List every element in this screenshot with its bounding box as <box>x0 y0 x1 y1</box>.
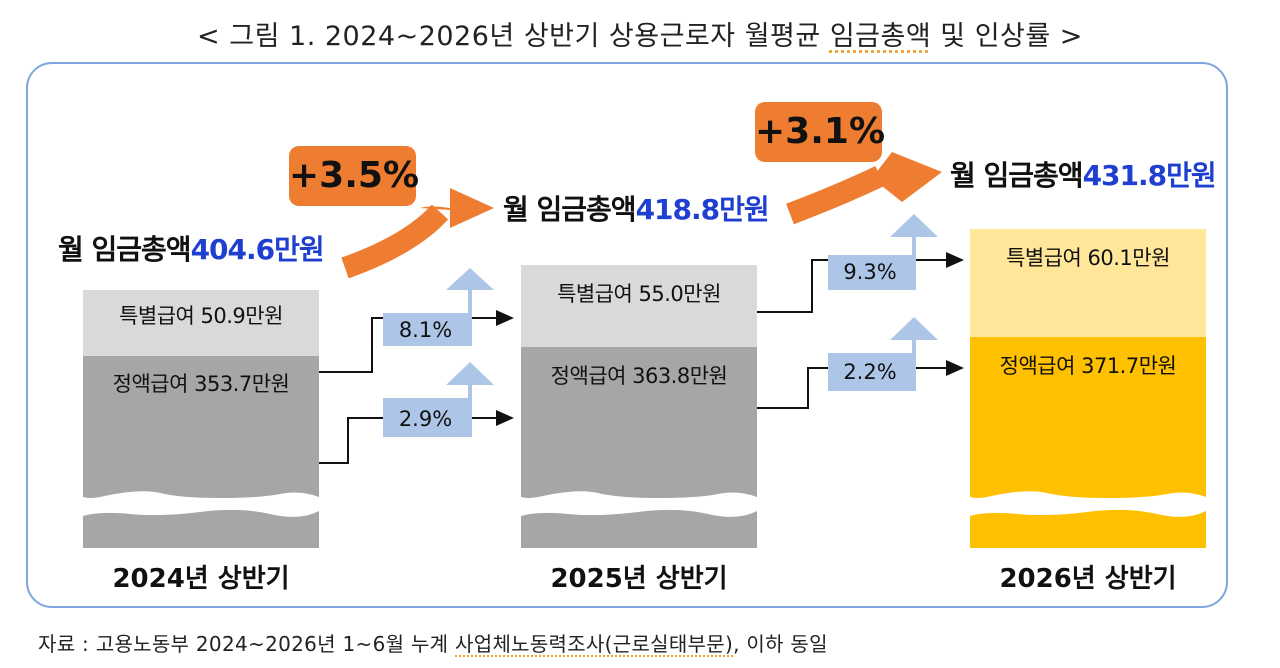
bar-2024-break-segment <box>83 509 319 548</box>
total-growth-badge-2: +3.1% <box>755 102 885 162</box>
figure-title: < 그림 1. 2024~2026년 상반기 상용근로자 월평균 임금총액 및 … <box>0 14 1280 53</box>
component-arrows <box>383 214 938 437</box>
bar-2025-regular-segment <box>521 347 757 498</box>
total-growth-arrow-1 <box>341 204 449 279</box>
label-2024-regular: 정액급여 353.7만원 <box>112 372 290 396</box>
bar-2024-special-segment <box>83 290 319 356</box>
figure-panel <box>26 62 1228 608</box>
growth-special-2026: 9.3% <box>843 260 897 284</box>
label-2024-special: 특별급여 50.9만원 <box>119 304 283 328</box>
bar-2024 <box>83 290 319 548</box>
total-2025-value: 418.8만원 <box>635 193 770 226</box>
bar-2026-special-segment <box>970 229 1206 337</box>
arrow-regular-2026 <box>828 317 938 391</box>
label-2025-regular: 정액급여 363.8만원 <box>550 364 728 388</box>
total-growth-arrow-2 <box>786 166 885 225</box>
growth-regular-2026: 2.2% <box>843 360 897 384</box>
bar-2025-special-segment <box>521 265 757 347</box>
title-suffix-text: 및 인상률 > <box>931 21 1083 52</box>
label-2026-special: 특별급여 60.1만원 <box>1006 246 1170 270</box>
title-text: < 그림 1. 2024~2026년 상반기 상용근로자 월평균 <box>197 21 830 52</box>
total-2024-value: 404.6만원 <box>190 233 325 266</box>
bar-2025 <box>521 265 757 548</box>
year-label-2025: 2025년 상반기 <box>550 564 728 594</box>
growth-special-2025: 8.1% <box>398 318 453 342</box>
total-2024: 월 임금총액404.6만원 <box>58 233 325 266</box>
bar-2026-regular-segment <box>970 337 1206 498</box>
year-label-2024: 2024년 상반기 <box>112 564 290 594</box>
total-growth-arrow-2-head <box>872 152 942 202</box>
bar-2026-break-segment <box>970 509 1206 548</box>
title-underlined-text: 임금총액 <box>829 21 932 52</box>
year-label-2026: 2026년 상반기 <box>999 564 1177 594</box>
bar-2025-break-segment <box>521 509 757 548</box>
arrow-special-2026 <box>828 214 938 290</box>
growth-regular-2025: 2.9% <box>398 407 453 431</box>
total-2026: 월 임금총액431.8만원 <box>950 159 1217 192</box>
bar-2024-regular-segment <box>83 356 319 498</box>
total-2026-value: 431.8만원 <box>1082 159 1217 192</box>
arrow-regular-2025 <box>383 362 494 437</box>
total-growth-badge-1: +3.5% <box>289 146 419 206</box>
bar-2026 <box>970 229 1206 548</box>
label-2026-regular: 정액급여 371.7만원 <box>999 354 1177 378</box>
arrow-special-2025 <box>383 268 494 346</box>
label-2025-special: 특별급여 55.0만원 <box>557 282 721 306</box>
total-growth-arrow-1-head <box>420 188 494 228</box>
total-2025: 월 임금총액418.8만원 <box>503 193 770 226</box>
source-note: 자료 : 고용노동부 2024~2026년 1~6월 누계 사업체노동력조사(근… <box>38 632 828 656</box>
